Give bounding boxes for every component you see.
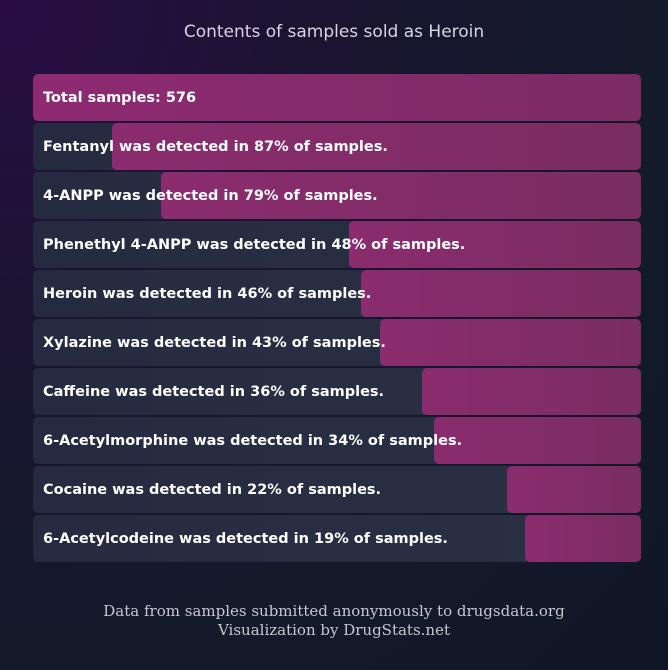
bar: [361, 270, 641, 317]
bar: [112, 123, 641, 170]
bar-row: Heroin was detected in 46% of samples.: [33, 270, 641, 317]
footer-source: Data from samples submitted anonymously …: [103, 602, 565, 620]
footer: Data from samples submitted anonymously …: [0, 602, 668, 640]
total-bar: [33, 74, 641, 121]
bar-label: Fentanyl was detected in 87% of samples.: [43, 138, 388, 155]
bar-row: 6-Acetylcodeine was detected in 19% of s…: [33, 515, 641, 562]
total-row: Total samples: 576: [33, 74, 641, 121]
bar-row: Phenethyl 4-ANPP was detected in 48% of …: [33, 221, 641, 268]
bar-label: 6-Acetylcodeine was detected in 19% of s…: [43, 530, 448, 547]
bar: [379, 319, 641, 366]
bar: [434, 417, 641, 464]
bar-row: Xylazine was detected in 43% of samples.: [33, 319, 641, 366]
footer-credit: Visualization by DrugStats.net: [217, 621, 450, 639]
bar: [349, 221, 641, 268]
bar-label: Cocaine was detected in 22% of samples.: [43, 481, 382, 498]
bar-row: 4-ANPP was detected in 79% of samples.: [33, 172, 641, 219]
bar-row: 6-Acetylmorphine was detected in 34% of …: [33, 417, 641, 464]
bar-label: Heroin was detected in 46% of samples.: [43, 285, 372, 302]
bar: [422, 368, 641, 415]
bar: [160, 172, 641, 219]
bar-label: 6-Acetylmorphine was detected in 34% of …: [43, 432, 463, 449]
bar-row: Fentanyl was detected in 87% of samples.: [33, 123, 641, 170]
bar-label: 4-ANPP was detected in 79% of samples.: [43, 187, 378, 204]
chart-title: Contents of samples sold as Heroin: [183, 22, 485, 42]
bar-chart: Total samples: 576 Fentanyl was detected…: [33, 74, 641, 564]
bar-label: Xylazine was detected in 43% of samples.: [43, 334, 386, 351]
bar-row: Cocaine was detected in 22% of samples.: [33, 466, 641, 513]
bar-row: Caffeine was detected in 36% of samples.: [33, 368, 641, 415]
bar-label: Phenethyl 4-ANPP was detected in 48% of …: [43, 236, 466, 253]
total-label: Total samples: 576: [43, 89, 197, 106]
bar-label: Caffeine was detected in 36% of samples.: [43, 383, 385, 400]
bar: [525, 515, 641, 562]
bar: [507, 466, 641, 513]
